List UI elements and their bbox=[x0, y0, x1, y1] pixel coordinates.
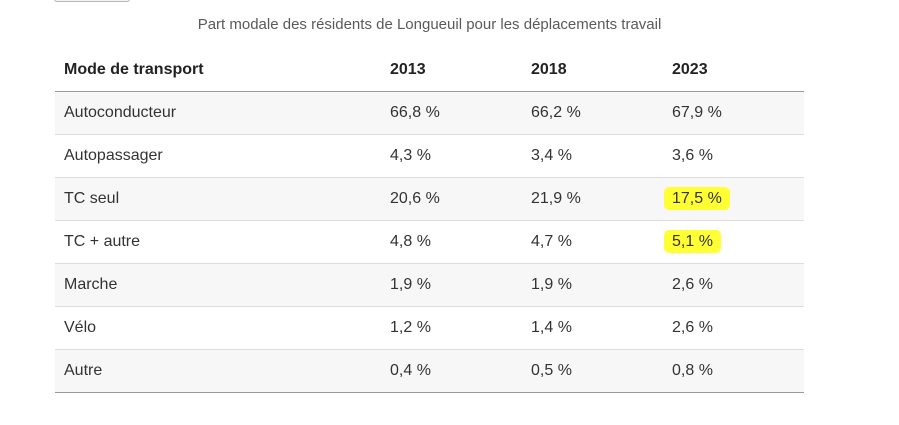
cell-2018: 4,7 % bbox=[522, 220, 663, 264]
cell-mode: TC seul bbox=[55, 177, 381, 221]
cell-2013: 0,4 % bbox=[381, 349, 522, 393]
table-row: Vélo 1,2 % 1,4 % 2,6 % bbox=[55, 306, 804, 350]
table-row: Marche 1,9 % 1,9 % 2,6 % bbox=[55, 263, 804, 307]
cell-2023: 17,5 % bbox=[663, 177, 804, 221]
top-button[interactable] bbox=[54, 0, 130, 2]
cell-mode: Autoconducteur bbox=[55, 91, 381, 135]
cell-2023: 5,1 % bbox=[663, 220, 804, 264]
cell-2018: 66,2 % bbox=[522, 91, 663, 135]
modal-share-table: Mode de transport 2013 2018 2023 Autocon… bbox=[55, 48, 804, 393]
cell-2013: 66,8 % bbox=[381, 91, 522, 135]
table-row: Autopassager 4,3 % 3,4 % 3,6 % bbox=[55, 134, 804, 178]
cell-mode: Marche bbox=[55, 263, 381, 307]
table-row: TC seul 20,6 % 21,9 % 17,5 % bbox=[55, 177, 804, 221]
cell-2018: 0,5 % bbox=[522, 349, 663, 393]
cell-2013: 1,9 % bbox=[381, 263, 522, 307]
table-row: TC + autre 4,8 % 4,7 % 5,1 % bbox=[55, 220, 804, 264]
header-2013: 2013 bbox=[381, 48, 522, 92]
cell-2023: 0,8 % bbox=[663, 349, 804, 393]
cell-2023: 67,9 % bbox=[663, 91, 804, 135]
highlighted-value: 5,1 % bbox=[666, 232, 719, 251]
table-row: Autre 0,4 % 0,5 % 0,8 % bbox=[55, 349, 804, 393]
cell-2013: 4,8 % bbox=[381, 220, 522, 264]
cell-mode: Autopassager bbox=[55, 134, 381, 178]
cell-2018: 21,9 % bbox=[522, 177, 663, 221]
cell-2023: 3,6 % bbox=[663, 134, 804, 178]
header-mode: Mode de transport bbox=[55, 48, 381, 92]
cell-mode: TC + autre bbox=[55, 220, 381, 264]
cell-2013: 1,2 % bbox=[381, 306, 522, 350]
header-2023: 2023 bbox=[663, 48, 804, 92]
cell-2023: 2,6 % bbox=[663, 306, 804, 350]
header-2018: 2018 bbox=[522, 48, 663, 92]
cell-mode: Autre bbox=[55, 349, 381, 393]
table-row: Autoconducteur 66,8 % 66,2 % 67,9 % bbox=[55, 91, 804, 135]
cell-mode: Vélo bbox=[55, 306, 381, 350]
cell-2023: 2,6 % bbox=[663, 263, 804, 307]
table-header-row: Mode de transport 2013 2018 2023 bbox=[55, 48, 804, 92]
table-caption: Part modale des résidents de Longueuil p… bbox=[197, 16, 662, 33]
cell-2018: 1,9 % bbox=[522, 263, 663, 307]
cell-2018: 3,4 % bbox=[522, 134, 663, 178]
cell-2018: 1,4 % bbox=[522, 306, 663, 350]
cell-2013: 20,6 % bbox=[381, 177, 522, 221]
cell-2013: 4,3 % bbox=[381, 134, 522, 178]
highlighted-value: 17,5 % bbox=[666, 189, 728, 208]
